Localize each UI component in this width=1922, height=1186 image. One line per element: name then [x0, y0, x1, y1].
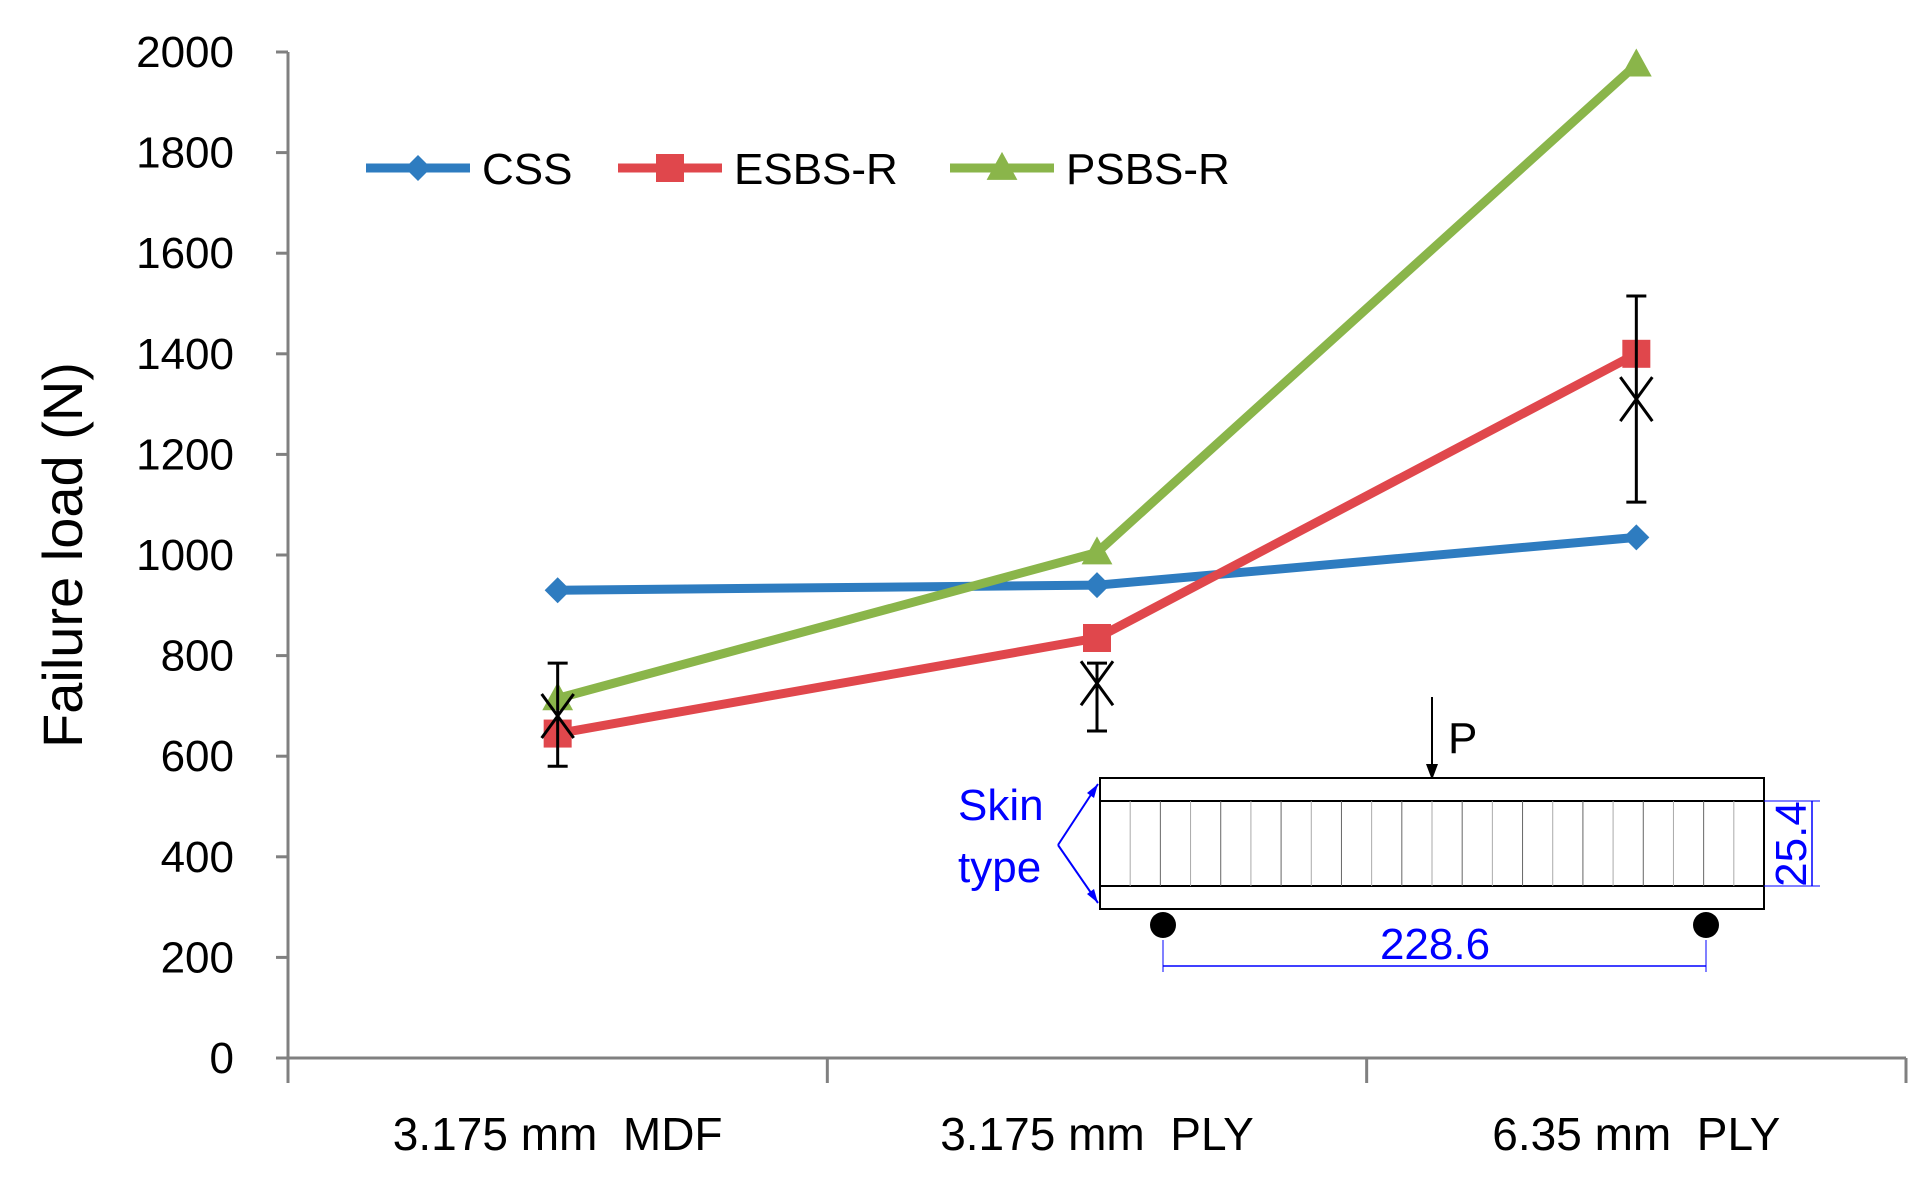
legend-swatch-marker	[405, 155, 431, 181]
skin-label-line2: type	[958, 843, 1041, 892]
y-tick-label: 1200	[136, 430, 234, 479]
top-skin	[1099, 777, 1765, 802]
x-category-label: 6.35 mm PLY	[1492, 1108, 1780, 1160]
y-tick-label: 1600	[136, 229, 234, 278]
skin-pointer-top-arrow-icon	[1087, 784, 1098, 798]
legend-label: ESBS-R	[734, 145, 898, 194]
data-point	[1620, 48, 1652, 77]
legend-swatch-marker	[656, 154, 684, 182]
data-point	[1081, 536, 1113, 565]
y-tick-label: 400	[161, 833, 234, 882]
bottom-skin	[1099, 885, 1765, 910]
y-axis-ticks: 0 200 400 600 800 1000 1200 1400 1600 1800 2000	[136, 28, 288, 1083]
series-esbs-r	[543, 339, 1651, 748]
data-point	[544, 577, 571, 604]
y-tick-label: 800	[161, 632, 234, 681]
x-category-label: 3.175 mm PLY	[940, 1108, 1254, 1160]
y-tick-label: 2000	[136, 28, 234, 77]
y-tick-label: 0	[210, 1034, 234, 1083]
y-tick-label: 1800	[136, 129, 234, 178]
span-label: 228.6	[1380, 920, 1490, 969]
x-axis-ticks: 3.175 mm MDF 3.175 mm PLY 6.35 mm PLY	[286, 1058, 1908, 1160]
series-layer	[542, 48, 1652, 748]
y-tick-label: 200	[161, 933, 234, 982]
y-tick-label: 1400	[136, 330, 234, 379]
legend-label: PSBS-R	[1066, 145, 1230, 194]
y-axis-title: Failure load (N)	[31, 362, 94, 748]
right-support	[1693, 912, 1719, 938]
legend-label: CSS	[482, 145, 572, 194]
data-point	[1083, 623, 1111, 652]
x-category-label: 3.175 mm MDF	[393, 1108, 723, 1160]
core-cell-walls	[1129, 801, 1735, 886]
data-point	[1623, 524, 1650, 551]
experimental-point	[1079, 660, 1115, 707]
legend-item-css: CSS	[366, 145, 572, 194]
legend-item-psbs-r: PSBS-R	[950, 145, 1230, 194]
legend-swatch-marker	[986, 151, 1018, 180]
data-point	[1084, 572, 1110, 599]
y-tick-label: 1000	[136, 531, 234, 580]
experimental-layer	[540, 294, 1654, 768]
legend-item-esbs-r: ESBS-R	[618, 145, 898, 194]
skin-label-line1: Skin	[958, 781, 1044, 830]
load-label: P	[1448, 714, 1477, 763]
experimental-point	[1619, 376, 1654, 422]
experimental-point	[540, 693, 575, 739]
series-css	[544, 524, 1650, 604]
thickness-label: 25.4	[1767, 801, 1816, 887]
y-tick-label: 600	[161, 732, 234, 781]
legend: CSS ESBS-R PSBS-R	[366, 145, 1230, 194]
left-support	[1150, 912, 1176, 938]
beam-inset: P Skin type 25.4 228.6	[958, 697, 1820, 972]
load-arrow-icon	[1426, 764, 1438, 780]
skin-pointer-bottom-arrow-icon	[1087, 889, 1098, 903]
